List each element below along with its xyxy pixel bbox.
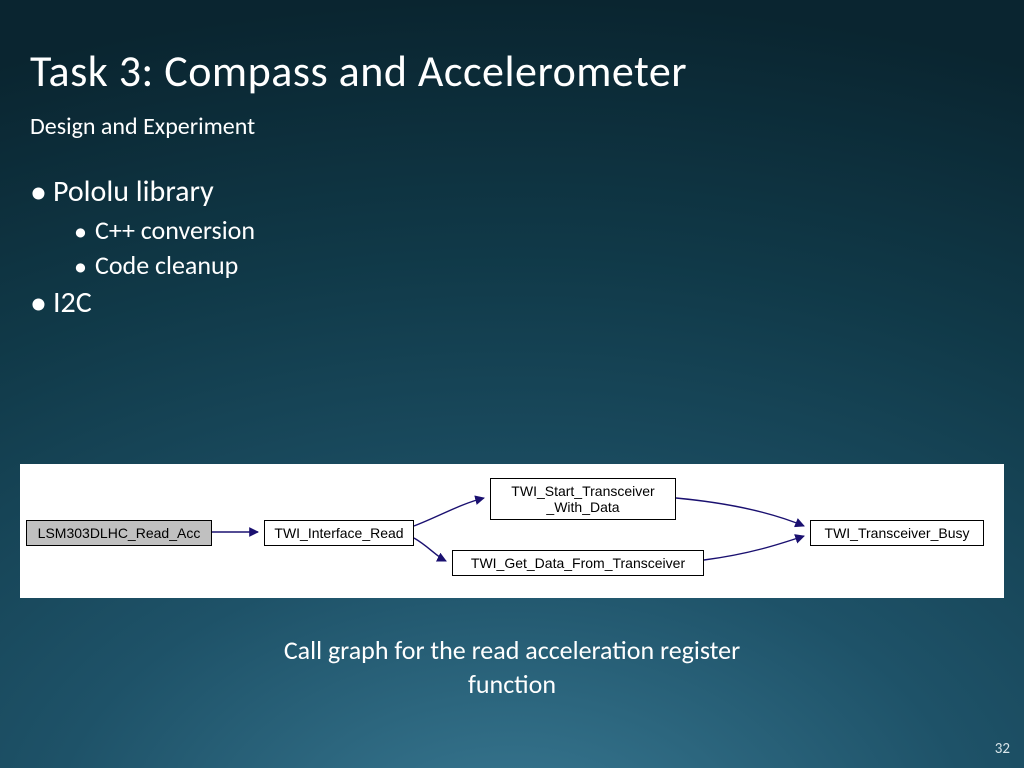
- edge-n2-n3: [414, 498, 484, 526]
- bullet-2-text: I2C: [53, 284, 92, 321]
- node-twi-interface-read: TWI_Interface_Read: [264, 520, 414, 546]
- bullet-2: I2C: [30, 283, 255, 324]
- slide-subtitle: Design and Experiment: [30, 112, 255, 141]
- node-twi-start-transceiver-with-data: TWI_Start_Transceiver _With_Data: [490, 478, 676, 520]
- caption-line-2: function: [468, 668, 556, 700]
- slide-title: Task 3: Compass and Accelerometer: [30, 44, 687, 98]
- diagram-caption: Call graph for the read acceleration reg…: [0, 634, 1024, 702]
- bullet-1-text: Pololu library: [53, 173, 214, 210]
- node-lsm303dlhc-read-acc: LSM303DLHC_Read_Acc: [26, 520, 212, 546]
- bullet-1b: Code cleanup: [74, 248, 255, 283]
- node-twi-get-data-from-transceiver: TWI_Get_Data_From_Transceiver: [452, 550, 704, 576]
- edge-n2-n4: [414, 538, 446, 561]
- bullet-list: Pololu library C++ conversion Code clean…: [30, 172, 255, 323]
- page-number: 32: [995, 740, 1010, 758]
- caption-line-1: Call graph for the read acceleration reg…: [284, 634, 740, 666]
- bullet-1: Pololu library C++ conversion Code clean…: [30, 172, 255, 283]
- edge-n3-n5: [676, 498, 804, 526]
- call-graph-diagram: LSM303DLHC_Read_Acc TWI_Interface_Read T…: [20, 464, 1004, 598]
- bullet-1b-text: Code cleanup: [95, 249, 238, 281]
- node-twi-transceiver-busy: TWI_Transceiver_Busy: [810, 520, 984, 546]
- edge-n4-n5: [704, 536, 804, 560]
- bullet-1a-text: C++ conversion: [95, 214, 255, 246]
- bullet-1a: C++ conversion: [74, 213, 255, 248]
